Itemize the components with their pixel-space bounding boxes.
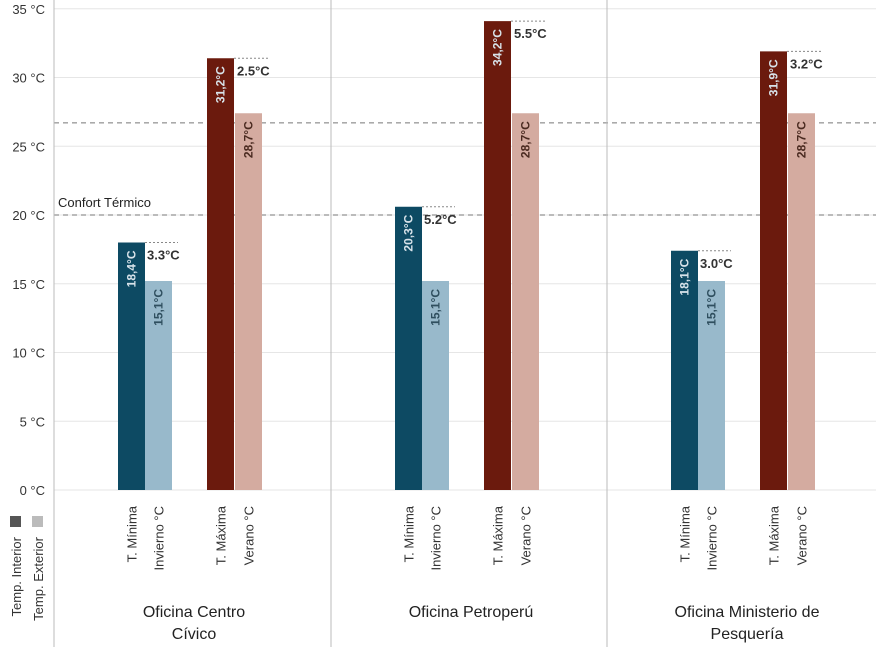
legend-label: Temp. Exterior: [31, 536, 46, 620]
bar-interior-label: 18,1°C: [678, 258, 692, 295]
bar-interior-label: 18,4°C: [125, 250, 139, 287]
legend-swatch: [32, 516, 43, 527]
bar-interior: [207, 58, 234, 490]
bar-interior: [760, 51, 787, 490]
comfort-band-layer: Confort Térmico: [54, 123, 876, 215]
difference-label: 3.2°C: [790, 56, 823, 71]
x-category-label: Verano °C: [519, 506, 534, 565]
y-tick-label: 5 °C: [20, 414, 45, 429]
bar-exterior-label: 15,1°C: [152, 289, 166, 326]
x-category-label: T. Máxima: [767, 505, 782, 565]
difference-label: 2.5°C: [237, 63, 270, 78]
comfort-band-label: Confort Térmico: [58, 195, 151, 210]
y-tick-label: 25 °C: [12, 139, 45, 154]
bar-interior-label: 31,9°C: [767, 59, 781, 96]
bar-interior: [484, 21, 511, 490]
group-title: Oficina Ministerio de: [675, 604, 820, 621]
y-tick-label: 20 °C: [12, 208, 45, 223]
bar-exterior-label: 15,1°C: [429, 289, 443, 326]
legend-layer: Temp. Interior Temp. Exterior: [9, 516, 46, 621]
x-category-label: T. Mínima: [402, 505, 417, 562]
difference-label: 5.2°C: [424, 212, 457, 227]
group-title: Oficina Petroperú: [409, 604, 534, 621]
y-tick-label: 35 °C: [12, 2, 45, 17]
bar-exterior-label: 28,7°C: [519, 121, 533, 158]
group-title: Pesquería: [711, 626, 784, 643]
difference-label: 5.5°C: [514, 26, 547, 41]
x-category-label: T. Mínima: [678, 505, 693, 562]
bar-interior-label: 20,3°C: [402, 214, 416, 251]
x-category-label: Verano °C: [795, 506, 810, 565]
x-category-label: T. Máxima: [214, 505, 229, 565]
group-title: Oficina Centro: [143, 604, 245, 621]
x-category-label: T. Mínima: [125, 505, 140, 562]
bar-exterior-label: 15,1°C: [705, 289, 719, 326]
bar-exterior-label: 28,7°C: [242, 121, 256, 158]
y-tick-label: 30 °C: [12, 71, 45, 86]
bar-interior-label: 31,2°C: [214, 66, 228, 103]
bar-exterior: [788, 113, 815, 490]
difference-label: 3.0°C: [700, 256, 733, 271]
legend-label: Temp. Interior: [9, 536, 24, 616]
legend-swatch: [10, 516, 21, 527]
bar-interior-label: 34,2°C: [491, 29, 505, 66]
x-category-label: Invierno °C: [152, 506, 167, 570]
y-tick-label: 0 °C: [20, 483, 45, 498]
bar-exterior: [235, 113, 262, 490]
bar-exterior: [512, 113, 539, 490]
group-title: Cívico: [172, 626, 217, 643]
difference-label: 3.3°C: [147, 248, 180, 263]
y-tick-label: 10 °C: [12, 346, 45, 361]
x-category-label: Invierno °C: [705, 506, 720, 570]
x-category-label: Verano °C: [242, 506, 257, 565]
x-category-label: Invierno °C: [429, 506, 444, 570]
y-tick-label: 15 °C: [12, 277, 45, 292]
x-category-label: T. Máxima: [491, 505, 506, 565]
bar-exterior-label: 28,7°C: [795, 121, 809, 158]
